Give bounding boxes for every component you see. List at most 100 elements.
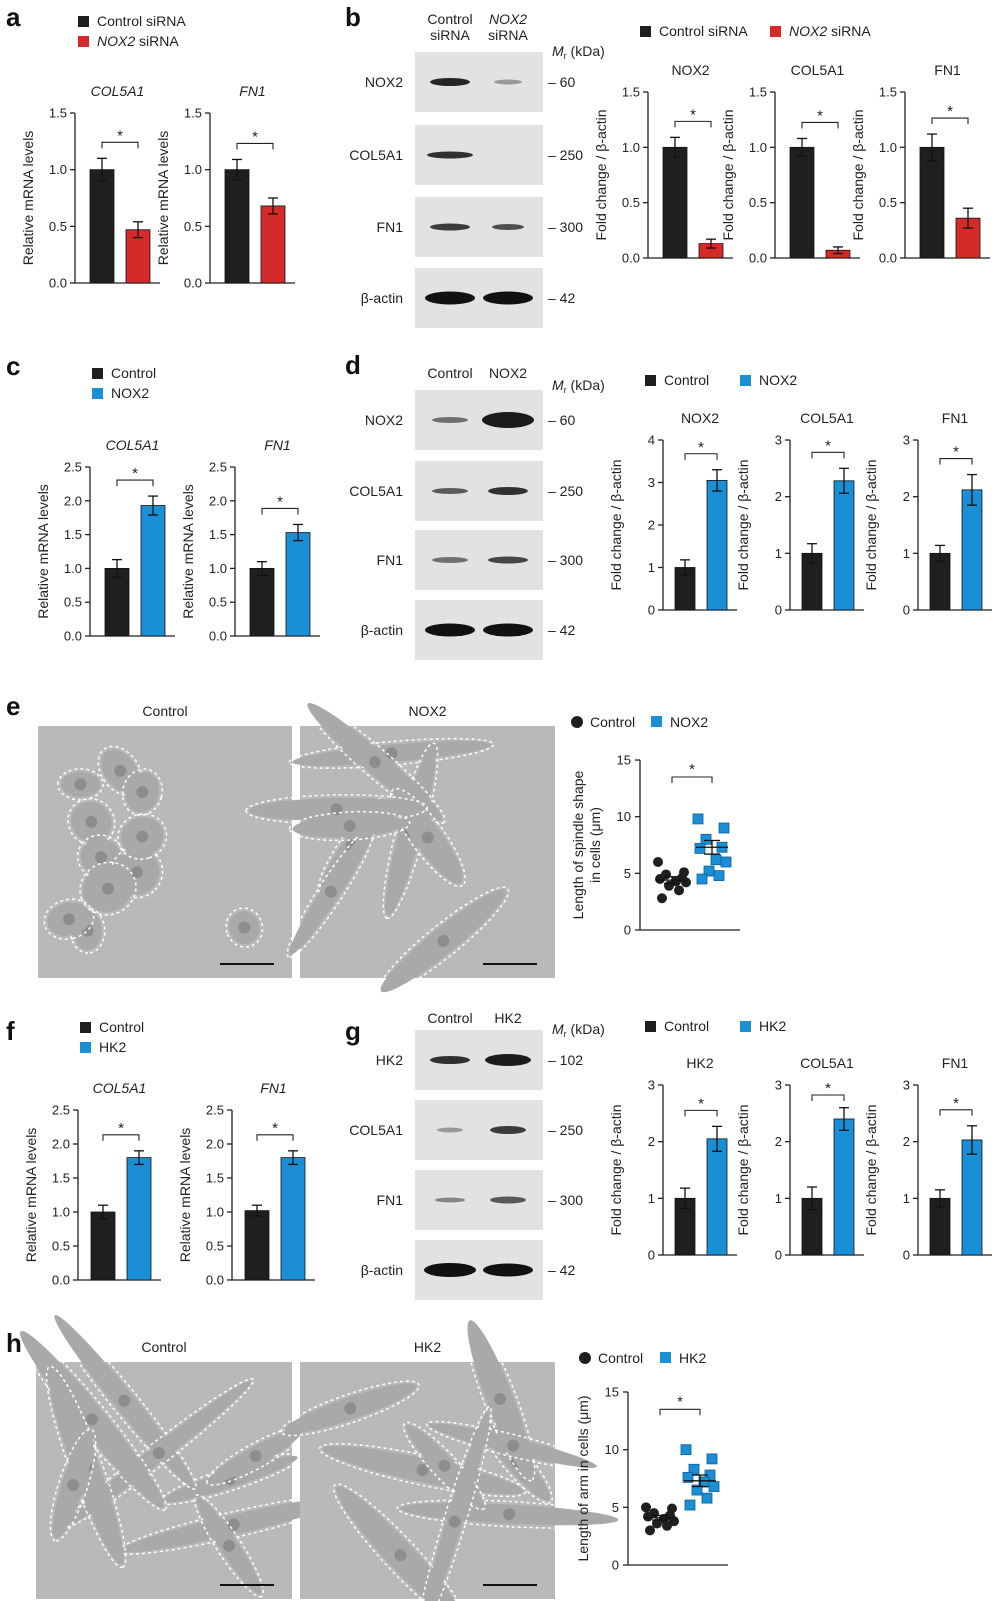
micrograph-h-hk2-cell-nucleus [494,1393,506,1405]
g-FN1-ytick-label: 0 [903,1248,910,1263]
a-FN1-ytick-label: 1.5 [184,106,202,121]
g-COL5A1-bar-1 [833,1118,855,1256]
band-g-2-0 [435,1197,465,1203]
h-scatter-point-hk2 [706,1453,718,1465]
d-FN1-bar-1 [961,489,983,611]
panel-label-d: d [345,350,361,380]
micrograph-h-hk2-cell-nucleus [507,1439,520,1452]
legend-c-label-1: NOX2 [111,385,149,401]
c-FN1-ytick-label: 1.5 [209,527,227,542]
band-d-2-1 [488,556,528,564]
legend-d-swatch-1 [740,375,751,386]
lane-label-b-0: siRNA [430,27,470,43]
band-b-0-1 [494,79,522,85]
legend-g-swatch-1 [740,1021,751,1032]
h-scatter-significance-star: * [677,1393,683,1410]
panel-label-h: h [6,1328,22,1358]
f-FN1-bar-0 [244,1210,270,1281]
f-FN1-title: FN1 [260,1080,286,1096]
legend-h-swatch-1 [660,1352,671,1363]
a-FN1-ytick-label: 0.5 [184,219,202,234]
f-FN1-ytick-label: 1.0 [206,1205,224,1220]
blot-mw-g-0: – 102 [548,1052,583,1068]
micrograph-e-control-cell [121,768,164,816]
micrograph-e-control-cell [225,907,264,948]
micrograph-h-hk2-cell-outline [332,1483,468,1601]
legend-e-label-0: Control [590,714,635,730]
micrograph-e-control-cell-nucleus [114,764,127,777]
c-FN1-ytick-label: 2.0 [209,493,227,508]
micrograph-h-control-cell-outline [193,1494,265,1598]
legend-f-swatch-0 [80,1022,91,1033]
legend-d-swatch-0 [645,375,656,386]
band-b-1-0 [427,151,473,159]
e-scatter-point-control [674,885,684,896]
lane-label-d-1: NOX2 [489,365,527,381]
f-COL5A1-significance-star: * [118,1120,124,1137]
micrograph-e-control-cell-outline [225,907,264,948]
legend-d-label-0: Control [664,372,709,388]
g-FN1-significance-bracket [939,1109,973,1116]
g-HK2-ytick-label: 2 [648,1134,655,1149]
mw-header-d: Mr (kDa) [552,377,605,395]
e-scatter-point-nox2 [720,856,732,868]
micrograph-e-nox2-cell-outline [286,825,376,959]
g-FN1-ytick-label: 1 [903,1191,910,1206]
c-COL5A1-significance-star: * [132,465,138,482]
blot-label-g-1: COL5A1 [349,1122,403,1138]
a-FN1-significance-star: * [252,128,258,145]
lane-label-d-0: Control [427,365,472,381]
h-scatter-point-control [641,1502,651,1513]
d-FN1-ytick-label: 2 [903,489,910,504]
micrograph-h-hk2-cell-nucleus [503,1508,516,1521]
a-FN1-significance-bracket [236,142,274,150]
legend-e-swatch-0 [571,716,583,728]
h-scatter-ylabel: Length of arm in cells (μm) [575,1395,591,1561]
h-scatter-ytick-label: 0 [612,1558,619,1573]
blot-label-b-0: NOX2 [365,74,403,90]
micrograph-h-hk2-cell [425,1420,601,1471]
a-FN1-ytick-label: 1.0 [184,162,202,177]
d-COL5A1-ytick-label: 3 [775,433,782,448]
blot-mw-d-3: – 42 [548,622,575,638]
c-FN1-ytick-label: 0.0 [209,629,227,644]
f-COL5A1-ytick-label: 0.0 [52,1273,70,1288]
g-COL5A1-significance-bracket [811,1094,845,1101]
a-COL5A1-ytick-label: 0.0 [49,276,67,291]
a-COL5A1-ytick-label: 0.5 [49,219,67,234]
b-NOX2-significance-bracket [674,120,712,128]
micrograph-h-control-cell-nucleus [223,1539,235,1552]
e-scatter-ytick-label: 0 [624,923,631,938]
blot-mw-g-3: – 42 [548,1262,575,1278]
panel-label-e: e [6,691,20,721]
b-COL5A1-ytick-label: 0.5 [749,195,767,210]
legend-g-swatch-0 [645,1021,656,1032]
micrograph-h-hk2-cell-outline [464,1316,536,1482]
band-d-0-0 [432,417,468,423]
b-NOX2-title: NOX2 [671,62,709,78]
e-scatter-ytick-label: 15 [617,753,631,768]
h-scatter-point-hk2 [688,1463,700,1475]
f-COL5A1-significance-bracket [102,1134,140,1141]
band-b-2-0 [430,223,470,231]
c-COL5A1-bar-1 [140,505,166,637]
f-COL5A1-ytick-label: 2.0 [52,1137,70,1152]
band-g-1-0 [437,1127,463,1133]
micrograph-h-control-title: Control [141,1339,186,1355]
legend-f-label-0: Control [99,1019,144,1035]
micrograph-h-hk2-cell-nucleus [416,1464,429,1477]
d-FN1-title: FN1 [942,410,969,426]
b-COL5A1-ytick-label: 1.5 [749,85,767,100]
h-scatter-point-hk2 [682,1471,694,1483]
b-COL5A1-ytick-label: 0.0 [749,251,767,266]
band-d-1-1 [488,487,528,495]
g-COL5A1-ylabel: Fold change / β-actin [735,1104,751,1235]
band-d-3-0 [425,623,475,637]
micrograph-h-hk2-cell [417,1405,493,1601]
panel-label-b: b [345,2,361,32]
legend-g-label-0: Control [664,1018,709,1034]
micrograph-e-control-cell-nucleus [85,815,98,828]
micrograph-h-control-cell-nucleus [249,1450,262,1463]
e-scatter-significance-star: * [689,761,695,778]
